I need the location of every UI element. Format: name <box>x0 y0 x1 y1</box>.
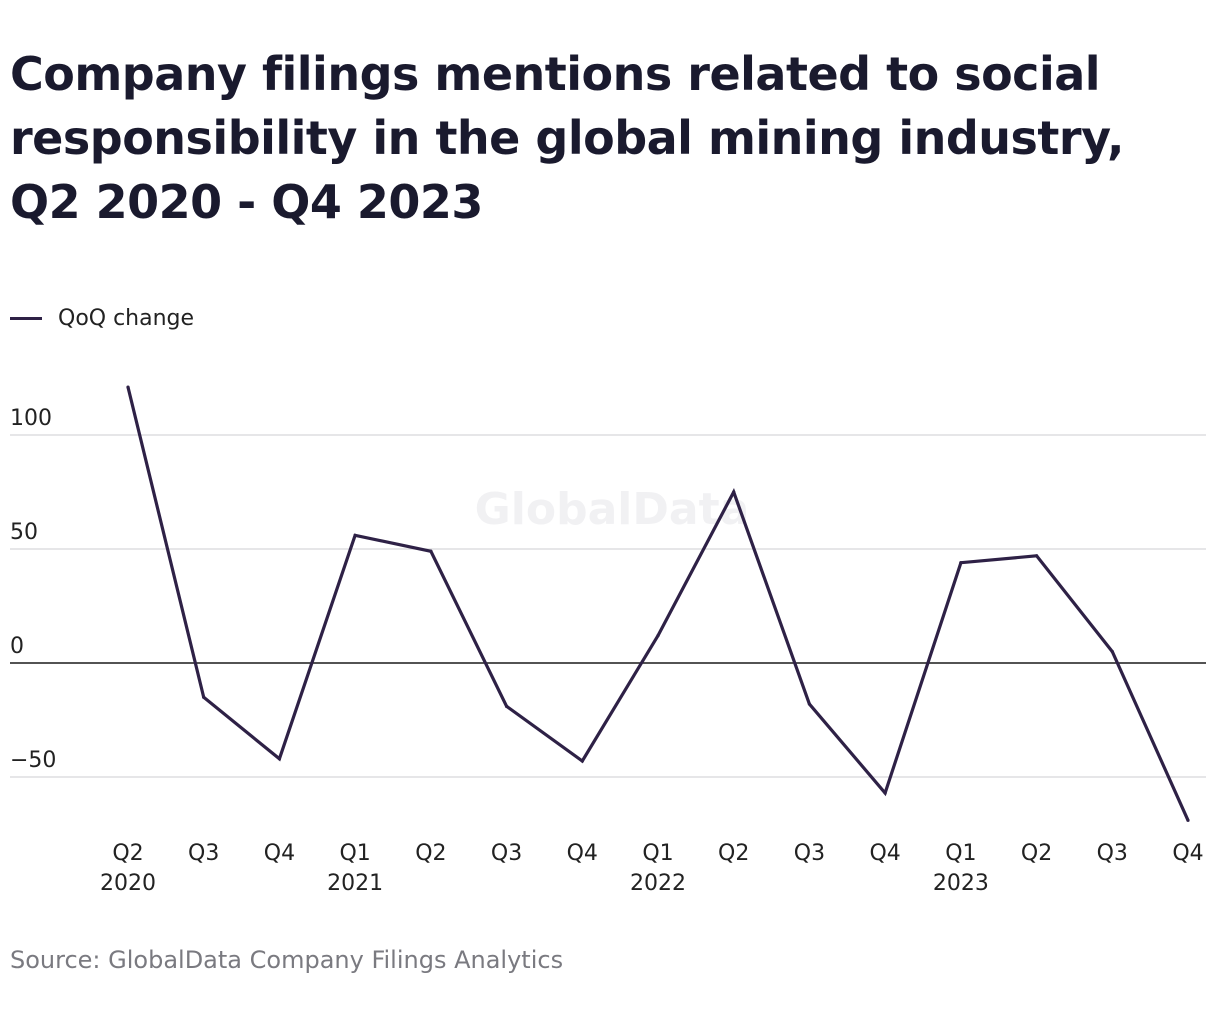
x-tick-label: Q2 <box>718 841 749 866</box>
y-tick-label: 0 <box>10 634 24 659</box>
x-tick-label: Q3 <box>491 841 522 866</box>
x-tick-label: Q1 <box>945 841 976 866</box>
source-note: Source: GlobalData Company Filings Analy… <box>10 946 564 974</box>
data-point <box>883 791 887 795</box>
x-tick-label: Q3 <box>1097 841 1128 866</box>
data-point <box>202 695 206 699</box>
data-point <box>807 702 812 706</box>
x-tick-label: Q4 <box>869 841 900 866</box>
x-tick-year-label: 2022 <box>630 871 686 896</box>
y-tick-label: 50 <box>10 520 38 545</box>
data-point <box>277 757 282 761</box>
x-tick-year-label: 2021 <box>327 871 383 896</box>
data-point <box>656 634 660 638</box>
y-tick-label: −50 <box>10 748 56 773</box>
legend-label: QoQ change <box>58 306 195 331</box>
data-point <box>1186 818 1190 822</box>
x-tick-label: Q1 <box>339 841 370 866</box>
x-tick-label: Q4 <box>567 841 598 866</box>
data-point <box>1110 650 1114 654</box>
x-tick-year-label: 2023 <box>933 871 989 896</box>
data-point <box>580 759 584 763</box>
data-point <box>1034 554 1039 558</box>
data-point <box>504 704 509 708</box>
x-tick-label: Q2 <box>112 841 143 866</box>
x-tick-label: Q4 <box>1172 841 1203 866</box>
data-point <box>732 490 736 494</box>
legend: QoQ change <box>10 306 194 331</box>
data-point <box>353 533 357 537</box>
y-axis-ticks: 100 50 0 −50 <box>10 406 56 773</box>
series-line-qoq-change <box>126 386 1190 821</box>
x-axis-ticks: Q2 2020 Q3 Q4 Q1 2021 Q2 Q3 Q4 Q1 2022 Q2 Q3 Q4 Q1 2023… <box>100 841 1204 896</box>
data-point <box>126 385 130 389</box>
x-tick-label: Q2 <box>1021 841 1052 866</box>
y-tick-label: 100 <box>10 406 52 431</box>
x-tick-year-label: 2020 <box>100 871 156 896</box>
watermark: GlobalData <box>475 484 750 535</box>
x-tick-label: Q4 <box>264 841 295 866</box>
data-point <box>429 549 433 553</box>
x-tick-label: Q1 <box>642 841 673 866</box>
legend-swatch <box>10 317 42 320</box>
grid <box>10 434 1206 778</box>
x-tick-label: Q3 <box>188 841 219 866</box>
x-tick-label: Q2 <box>415 841 446 866</box>
data-point <box>959 561 963 565</box>
x-tick-label: Q3 <box>794 841 825 866</box>
chart-title: Company filings mentions related to soci… <box>10 47 1124 229</box>
series-layer <box>126 385 1190 822</box>
